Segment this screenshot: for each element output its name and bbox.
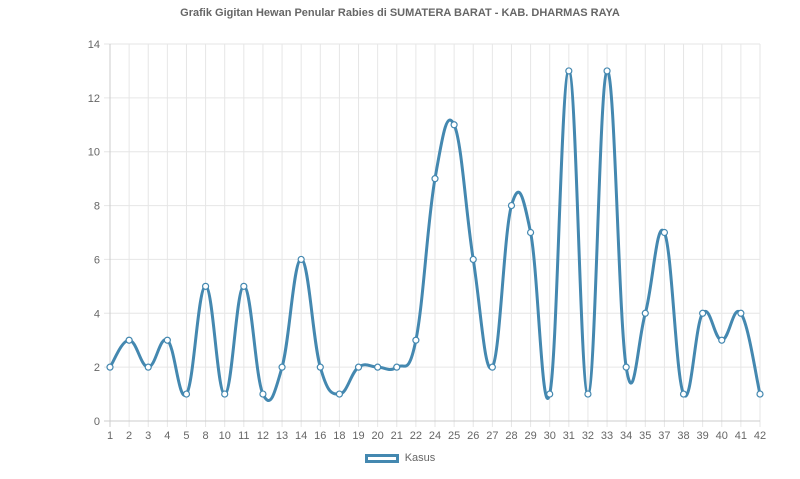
data-point: [488, 363, 496, 371]
data-points: [106, 67, 764, 398]
data-point: [316, 363, 324, 371]
x-tick-label: 42: [754, 430, 766, 442]
data-point: [526, 228, 535, 237]
x-tick-label: 31: [563, 430, 575, 442]
data-point: [106, 363, 114, 371]
data-point: [660, 228, 669, 237]
x-tick-label: 5: [183, 430, 189, 442]
data-point: [201, 282, 210, 290]
x-tick-label: 29: [524, 430, 536, 442]
data-point: [718, 336, 726, 344]
y-tick-label: 12: [88, 93, 100, 105]
x-tick-label: 40: [716, 430, 728, 442]
data-point: [354, 363, 363, 371]
data-point: [584, 390, 592, 398]
data-point: [641, 309, 649, 317]
data-point: [756, 390, 764, 398]
data-point: [412, 336, 420, 344]
legend-swatch-kasus: [364, 453, 399, 463]
y-tick-label: 0: [94, 416, 100, 428]
y-tick-label: 2: [94, 362, 100, 374]
data-point: [507, 201, 516, 210]
x-tick-label: 10: [219, 430, 231, 442]
data-point: [163, 336, 171, 344]
data-point: [374, 363, 382, 371]
x-tick-label: 14: [295, 430, 307, 442]
x-tick-label: 24: [429, 430, 441, 442]
y-tick-label: 14: [88, 39, 100, 51]
x-tick-label: 11: [238, 430, 249, 442]
x-tick-label: 30: [544, 430, 556, 442]
chart-title: Grafik Gigitan Hewan Penular Rabies di S…: [180, 7, 620, 19]
data-point: [622, 363, 630, 371]
x-tick-label: 2: [126, 430, 132, 442]
y-tick-labels: 0 2 4 6 8 10 12 14: [88, 39, 100, 428]
data-point: [259, 390, 267, 398]
x-tick-label: 21: [391, 430, 403, 442]
data-point: [546, 390, 554, 398]
x-tick-label: 39: [697, 430, 709, 442]
y-tick-label: 8: [94, 201, 100, 213]
data-point: [393, 363, 401, 371]
y-tick-label: 6: [94, 254, 100, 266]
x-tick-label: 20: [372, 430, 384, 442]
x-tick-label: 1: [107, 430, 113, 442]
x-tick-label: 4: [164, 430, 170, 442]
x-tick-label: 35: [639, 430, 651, 442]
x-tick-label: 38: [677, 430, 689, 442]
data-point: [125, 336, 133, 344]
data-point: [297, 255, 305, 264]
x-tick-label: 32: [582, 430, 594, 442]
data-point: [335, 390, 344, 398]
x-tick-label: 18: [333, 430, 345, 442]
x-tick-label: 27: [486, 430, 498, 442]
data-point: [431, 175, 439, 183]
y-tick-label: 4: [94, 308, 100, 320]
grid-lines: [104, 43, 761, 427]
data-point: [565, 67, 573, 75]
y-tick-label: 10: [88, 147, 100, 159]
data-point: [182, 390, 191, 398]
x-tick-label: 8: [203, 430, 209, 442]
x-tick-label: 19: [352, 430, 364, 442]
x-tick-label: 26: [467, 430, 479, 442]
data-point: [221, 390, 229, 398]
x-tick-label: 37: [658, 430, 670, 442]
x-tick-labels: 1 2 3 4 5 8 10 11 12 13 14 16 18 19 20 21 22 24 25 26 27 28 29…: [107, 430, 766, 442]
x-tick-label: 33: [601, 430, 613, 442]
x-tick-label: 12: [257, 430, 269, 442]
data-point: [679, 390, 688, 398]
x-tick-label: 25: [448, 430, 460, 442]
data-point: [603, 67, 611, 75]
data-point: [469, 255, 477, 264]
x-tick-label: 22: [410, 430, 422, 442]
series-line-kasus: [108, 69, 762, 402]
x-tick-label: 13: [276, 430, 288, 442]
x-tick-label: 3: [145, 430, 151, 442]
x-tick-label: 34: [620, 430, 632, 442]
data-point: [450, 121, 458, 129]
data-point: [737, 309, 745, 317]
data-point: [144, 363, 152, 371]
data-point: [278, 363, 286, 371]
x-tick-label: 41: [735, 430, 747, 442]
data-point: [699, 309, 707, 317]
legend-label-kasus: Kasus: [404, 452, 436, 464]
axes: [109, 44, 760, 422]
x-tick-label: 16: [314, 430, 326, 442]
data-point: [240, 282, 248, 290]
x-tick-label: 28: [505, 430, 517, 442]
series-kasus: [108, 69, 762, 402]
legend[interactable]: Kasus: [0, 452, 800, 464]
